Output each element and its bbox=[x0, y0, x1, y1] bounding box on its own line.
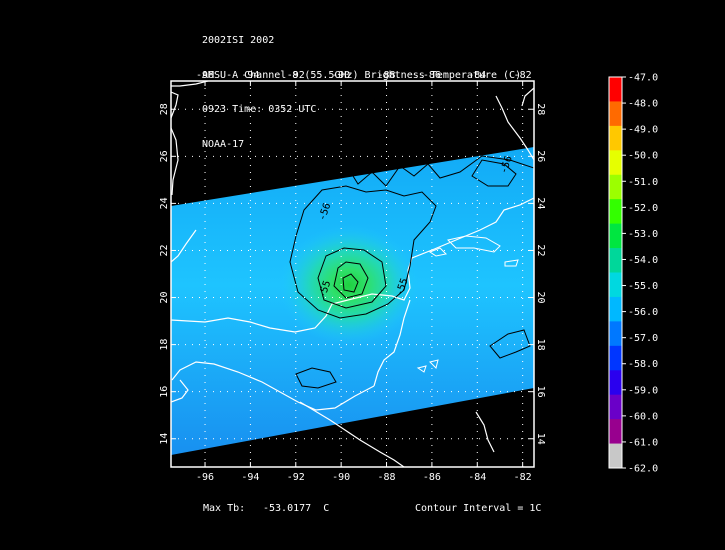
colorbar-tick-label: -47.0 bbox=[628, 73, 658, 84]
colorbar-tick-label: -58.0 bbox=[628, 359, 658, 370]
max-tb-label: Max Tb: bbox=[203, 503, 246, 514]
colorbar-tick-label: -48.0 bbox=[628, 99, 658, 110]
colorbar-tick-label: -52.0 bbox=[628, 203, 658, 214]
lat-tick-label-left: 14 bbox=[159, 433, 170, 445]
colorbar-tick-label: -55.0 bbox=[628, 281, 658, 292]
lat-tick-label-left: 16 bbox=[159, 386, 170, 398]
lon-tick-label-top: -94 bbox=[241, 70, 259, 81]
lat-tick-label-left: 28 bbox=[159, 103, 170, 115]
contour-interval: Contour Interval = 1C bbox=[415, 503, 542, 514]
islands bbox=[416, 235, 519, 373]
map-frame bbox=[170, 80, 535, 468]
lon-tick-label-top: -90 bbox=[332, 70, 350, 81]
lat-tick-label-right: 24 bbox=[535, 197, 546, 209]
lon-tick-label-top: -88 bbox=[378, 70, 396, 81]
colorbar-segment bbox=[609, 248, 622, 273]
colorbar-tick-label: -60.0 bbox=[628, 411, 658, 422]
lat-tick-label-right: 16 bbox=[535, 386, 546, 398]
contour-lines bbox=[171, 155, 534, 389]
lon-tick-label-bottom: -90 bbox=[332, 472, 350, 483]
lon-tick-label-top: -86 bbox=[423, 70, 441, 81]
colorbar-segment bbox=[609, 199, 622, 225]
colorbar-tick-label: -61.0 bbox=[628, 437, 658, 448]
colorbar-tick-label: -54.0 bbox=[628, 255, 658, 266]
lon-tick-label-bottom: -84 bbox=[468, 472, 486, 483]
lon-tick-label-top: -82 bbox=[514, 70, 532, 81]
colorbar-segment bbox=[609, 443, 622, 469]
lon-tick-label-bottom: -88 bbox=[378, 472, 396, 483]
title-line-1: 2002ISI 2002 bbox=[202, 35, 275, 46]
lon-tick-label-bottom: -86 bbox=[423, 472, 441, 483]
colorbar-tick-label: -51.0 bbox=[628, 177, 658, 188]
warm-core-anomaly bbox=[279, 225, 419, 345]
lat-tick-label-right: 28 bbox=[535, 103, 546, 115]
lat-tick-label-right: 20 bbox=[535, 292, 546, 304]
lat-tick-label-right: 14 bbox=[535, 433, 546, 445]
max-tb-value: -53.0177 C bbox=[263, 503, 330, 514]
coastlines bbox=[171, 81, 534, 467]
lon-tick-label-top: -84 bbox=[468, 70, 486, 81]
colorbar-segment bbox=[609, 77, 622, 102]
lat-tick-label-right: 18 bbox=[535, 339, 546, 351]
colorbar-segment bbox=[609, 150, 622, 176]
colorbar-segment bbox=[609, 394, 622, 420]
lon-tick-label-top: -96 bbox=[196, 70, 214, 81]
lat-tick-label-right: 22 bbox=[535, 244, 546, 256]
lon-tick-label-bottom: -92 bbox=[287, 472, 305, 483]
colorbar: -47.0 -48.0 -49.0 -50.0 -51.0 -52.0 -53.0 -54.0… bbox=[608, 73, 658, 475]
colorbar-segment bbox=[609, 370, 622, 396]
title-line-2: AMSU-A Channel 8 (55.5GHz) Brightness Te… bbox=[202, 69, 522, 81]
colorbar-tick-label: -53.0 bbox=[628, 229, 658, 240]
colorbar-tick-label: -62.0 bbox=[628, 464, 658, 475]
lat-tick-label-left: 24 bbox=[159, 197, 170, 209]
colorbar-tick-label: -59.0 bbox=[628, 385, 658, 396]
lon-tick-label-bottom: -82 bbox=[514, 472, 532, 483]
plot-header: 2002ISI 2002 AMSU-A Channel 8 (55.5GHz) … bbox=[202, 12, 521, 162]
colorbar-segment bbox=[609, 321, 622, 347]
lon-tick-label-bottom: -94 bbox=[241, 472, 259, 483]
axis-ticks bbox=[171, 81, 534, 467]
title-line-4: NOAA-17 bbox=[202, 138, 245, 150]
colorbar-segment bbox=[609, 296, 622, 322]
colorbar-tick-label: -50.0 bbox=[628, 151, 658, 162]
axis-tick-labels: -96 -96 -94 -94 -92 -92 -90 -90 -88 -88 -86 -86 -84 -… bbox=[159, 70, 546, 483]
lat-tick-label-left: 22 bbox=[159, 244, 170, 256]
colorbar-segment bbox=[609, 223, 622, 249]
lat-tick-label-right: 26 bbox=[535, 150, 546, 162]
title-line-3: 0923 Time: 0352 UTC bbox=[202, 104, 317, 115]
colorbar-tick-label: -57.0 bbox=[628, 333, 658, 344]
colorbar-segment bbox=[609, 272, 622, 298]
colorbar-tick-label: -49.0 bbox=[628, 125, 658, 136]
colorbar-segment bbox=[609, 101, 622, 127]
lat-tick-label-left: 18 bbox=[159, 339, 170, 351]
lon-tick-label-top: -92 bbox=[287, 70, 305, 81]
colorbar-segment bbox=[609, 174, 622, 200]
lat-tick-label-left: 20 bbox=[159, 292, 170, 304]
lon-tick-label-bottom: -96 bbox=[196, 472, 214, 483]
colorbar-segment bbox=[609, 345, 622, 371]
colorbar-segment bbox=[609, 419, 622, 445]
colorbar-tick-label: -56.0 bbox=[628, 307, 658, 318]
colorbar-segment bbox=[609, 125, 622, 151]
lat-tick-label-left: 26 bbox=[159, 150, 170, 162]
